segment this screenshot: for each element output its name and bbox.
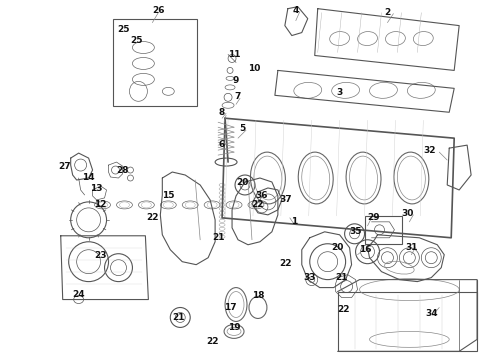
Text: 21: 21 xyxy=(335,273,348,282)
Text: 14: 14 xyxy=(82,172,95,181)
Text: 2: 2 xyxy=(384,8,391,17)
Text: 22: 22 xyxy=(252,201,264,210)
Text: 5: 5 xyxy=(239,124,245,133)
Text: 34: 34 xyxy=(425,309,438,318)
Text: 32: 32 xyxy=(423,145,436,154)
Text: 21: 21 xyxy=(172,313,185,322)
Text: 18: 18 xyxy=(252,291,264,300)
Text: 1: 1 xyxy=(291,217,297,226)
Text: 27: 27 xyxy=(58,162,71,171)
Text: 23: 23 xyxy=(94,251,107,260)
Text: 36: 36 xyxy=(256,192,268,201)
Text: 22: 22 xyxy=(206,337,219,346)
Text: 19: 19 xyxy=(228,323,241,332)
Text: 21: 21 xyxy=(212,233,224,242)
Bar xyxy=(113,19,197,106)
Bar xyxy=(338,292,477,351)
Text: 29: 29 xyxy=(367,213,380,222)
Text: 4: 4 xyxy=(293,6,299,15)
Text: 6: 6 xyxy=(219,140,225,149)
Text: 37: 37 xyxy=(279,195,292,204)
Text: 8: 8 xyxy=(219,108,225,117)
Text: 24: 24 xyxy=(73,290,85,299)
Text: 25: 25 xyxy=(130,36,143,45)
Text: 28: 28 xyxy=(116,166,129,175)
Text: 22: 22 xyxy=(146,213,159,222)
Text: 31: 31 xyxy=(405,243,417,252)
Text: 33: 33 xyxy=(303,273,316,282)
Text: 20: 20 xyxy=(331,243,344,252)
Text: 25: 25 xyxy=(118,24,130,33)
Bar xyxy=(365,216,402,244)
Text: 20: 20 xyxy=(236,179,248,188)
Text: 30: 30 xyxy=(401,210,414,219)
Text: 35: 35 xyxy=(349,227,362,236)
Text: 12: 12 xyxy=(94,201,107,210)
Text: 11: 11 xyxy=(228,50,240,59)
Text: 3: 3 xyxy=(337,88,343,97)
Text: 17: 17 xyxy=(224,303,236,312)
Text: 22: 22 xyxy=(338,305,350,314)
Text: 13: 13 xyxy=(90,184,103,193)
Text: 9: 9 xyxy=(233,76,239,85)
Text: 10: 10 xyxy=(248,64,260,73)
Text: 26: 26 xyxy=(152,6,165,15)
Text: 7: 7 xyxy=(235,92,241,101)
Text: 16: 16 xyxy=(359,245,372,254)
Text: 22: 22 xyxy=(280,259,292,268)
Text: 15: 15 xyxy=(162,192,174,201)
